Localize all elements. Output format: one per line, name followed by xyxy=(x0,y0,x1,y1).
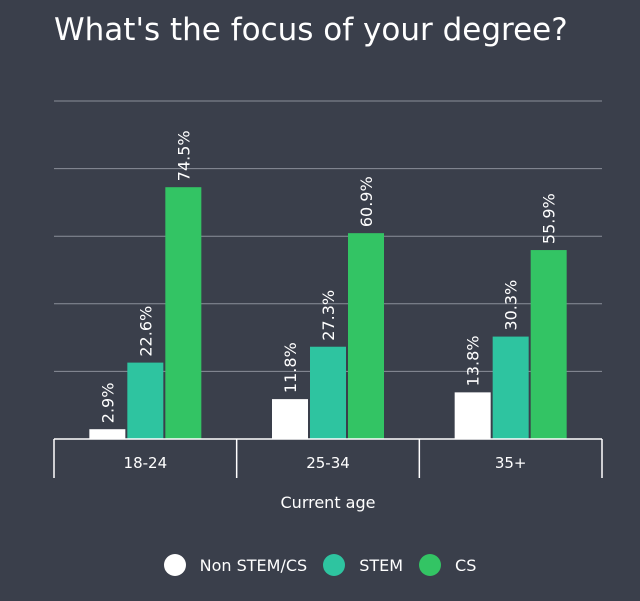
legend-item-stem[interactable]: STEM xyxy=(323,554,403,576)
legend-label-stem: STEM xyxy=(359,555,404,575)
legend-swatch-stem xyxy=(323,554,346,576)
bar[interactable] xyxy=(165,187,202,439)
bar[interactable] xyxy=(492,336,529,439)
bar[interactable] xyxy=(530,250,567,439)
bar-value-label: 60.9% xyxy=(357,176,376,227)
bar-value-label: 30.3% xyxy=(502,280,521,331)
bar[interactable] xyxy=(127,362,164,439)
bar-value-label: 22.6% xyxy=(136,306,155,357)
legend-label-cs: CS xyxy=(455,555,477,575)
legend-swatch-non-stem-cs xyxy=(163,554,186,576)
legend-item-cs[interactable]: CS xyxy=(419,554,476,576)
legend-label-non-stem-cs: Non STEM/CS xyxy=(199,555,308,575)
bar-value-label: 55.9% xyxy=(540,193,559,244)
x-axis: 18-24 25-34 35+ xyxy=(53,438,603,478)
bar[interactable] xyxy=(348,233,384,439)
legend-swatch-cs xyxy=(419,554,442,576)
x-axis-label: Current age xyxy=(281,493,376,512)
bar-value-label: 74.5% xyxy=(174,130,193,181)
bar-value-label: 2.9% xyxy=(98,383,117,424)
legend-item-non-stem-cs[interactable]: Non STEM/CS xyxy=(163,554,308,576)
bar[interactable] xyxy=(310,346,346,439)
bar[interactable] xyxy=(272,399,308,439)
x-tick-label: 35+ xyxy=(495,454,527,472)
x-tick-label: 18-24 xyxy=(124,454,168,472)
bar[interactable] xyxy=(89,429,126,439)
legend: Non STEM/CS STEM CS xyxy=(0,554,640,576)
bar-value-label: 27.3% xyxy=(319,290,338,341)
bar-value-label: 13.8% xyxy=(464,336,483,387)
x-tick-label: 25-34 xyxy=(306,454,350,472)
data-labels: 2.9% 22.6% 74.5% 11.8% 27.3% 60.9% 13.8% 30.3% 5… xyxy=(98,130,558,423)
bar[interactable] xyxy=(454,392,491,439)
bars xyxy=(89,187,567,439)
chart-title: What's the focus of your degree? xyxy=(54,12,568,48)
bar-value-label: 11.8% xyxy=(281,342,300,393)
